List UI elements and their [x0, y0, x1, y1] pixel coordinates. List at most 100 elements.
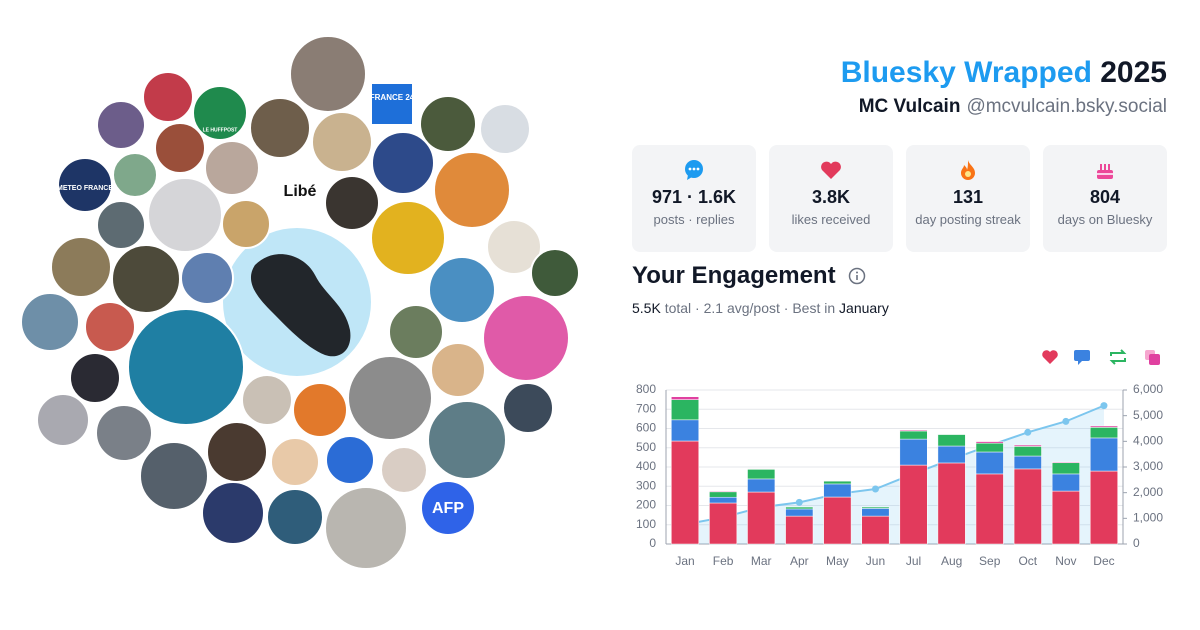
avatar	[419, 95, 477, 153]
bar-segment	[975, 451, 1004, 475]
avatar	[428, 256, 496, 324]
bar-segment	[747, 469, 776, 480]
handle: @mcvulcain.bsky.social	[966, 96, 1167, 117]
avatar	[201, 481, 265, 545]
icon-likes	[821, 161, 841, 179]
y-tick-label: 400	[636, 459, 656, 473]
stat-value: 804	[1089, 187, 1121, 207]
y-tick-label: 300	[636, 478, 656, 492]
icon-posts	[685, 160, 703, 180]
avatar	[482, 294, 570, 382]
bar-segment	[709, 491, 738, 498]
avatar-blob	[250, 254, 351, 357]
bar-segment	[975, 442, 1004, 453]
avatar	[204, 140, 260, 196]
bar-segment	[785, 515, 814, 545]
bar-segment	[1051, 473, 1080, 492]
avatar	[324, 175, 380, 231]
bar-segment	[1089, 437, 1118, 472]
avatar	[325, 435, 375, 485]
avatar	[486, 219, 542, 275]
avatar-label: AFP	[432, 500, 464, 517]
x-tick-label: Oct	[1018, 554, 1037, 568]
bar-segment	[937, 445, 966, 464]
avatar	[420, 480, 476, 536]
bar-segment	[1013, 455, 1042, 470]
icon-cake	[1097, 164, 1113, 179]
avatar	[36, 393, 90, 447]
avatar	[154, 122, 206, 174]
bar-segment	[899, 438, 928, 466]
bar-segment	[785, 506, 814, 510]
best-month: January	[839, 300, 889, 316]
avatar	[221, 199, 271, 249]
bar-segment	[937, 434, 966, 447]
avatar	[206, 421, 268, 483]
bar-segment	[1089, 427, 1118, 439]
bar-segment	[671, 396, 700, 400]
x-tick-label: Jul	[906, 554, 921, 568]
avatar	[427, 400, 507, 480]
header: Bluesky Wrapped 2025 MC Vulcain @mcvulcai…	[841, 56, 1167, 118]
avatar	[192, 85, 248, 141]
avatar	[69, 352, 121, 404]
x-tick-label: Sep	[979, 554, 1001, 568]
bar-segment	[899, 464, 928, 545]
bar-segment	[671, 419, 700, 442]
legend-icon-replies	[1074, 350, 1090, 365]
avatar	[530, 248, 580, 298]
y2-tick-label: 0	[1133, 536, 1140, 550]
bar-segment	[823, 496, 852, 545]
bar-segment	[709, 490, 738, 493]
bar-segment	[823, 483, 852, 498]
y2-tick-label: 2,000	[1133, 485, 1163, 499]
icon-streak	[961, 160, 975, 180]
info-icon[interactable]	[848, 267, 866, 285]
avatar	[266, 488, 324, 546]
stat-card: 3.8K likes received	[769, 145, 893, 252]
avatar	[292, 382, 348, 438]
avatar	[57, 157, 113, 213]
bar-segment	[975, 441, 1004, 444]
avatar	[270, 437, 320, 487]
avatar	[96, 100, 146, 150]
bar-segment	[1089, 470, 1118, 545]
avatar	[142, 71, 194, 123]
avatar	[502, 382, 554, 434]
chart: 0 100 200 300 400 500 600 700 800 0 1,000 2,000 3,00…	[636, 382, 1163, 568]
avatar	[127, 308, 245, 426]
bar-segment	[671, 399, 700, 421]
avatar	[96, 200, 146, 250]
bar-segment	[899, 429, 928, 432]
bar-segment	[671, 440, 700, 545]
bar-segment	[975, 473, 1004, 545]
title: Bluesky Wrapped 2025	[841, 56, 1167, 90]
year: 2025	[1100, 56, 1167, 89]
avatar	[111, 244, 181, 314]
x-tick-label: Feb	[713, 554, 734, 568]
y2-tick-label: 5,000	[1133, 408, 1163, 422]
display-name: MC Vulcain	[858, 96, 961, 117]
line-point	[1062, 417, 1070, 425]
stat-label: day posting streak	[915, 212, 1021, 227]
avatar	[95, 404, 153, 462]
y2-tick-label: 3,000	[1133, 459, 1163, 473]
x-tick-label: Aug	[941, 554, 962, 568]
profile: MC Vulcain @mcvulcain.bsky.social	[841, 96, 1167, 118]
bar-segment	[1051, 490, 1080, 545]
legend	[1042, 349, 1160, 365]
bar-segment	[861, 506, 890, 509]
avatar	[324, 486, 408, 570]
avatar	[479, 103, 531, 155]
summary: 5.5K total · 2.1 avg/post · Best in Janu…	[632, 300, 889, 316]
avatar	[271, 164, 323, 216]
line-point	[795, 498, 803, 506]
line-point	[1024, 428, 1032, 436]
x-tick-label: Dec	[1093, 554, 1114, 568]
avatar	[372, 84, 412, 124]
avatar	[311, 111, 373, 173]
bar-segment	[1013, 446, 1042, 457]
legend-icon-likes	[1042, 350, 1058, 364]
